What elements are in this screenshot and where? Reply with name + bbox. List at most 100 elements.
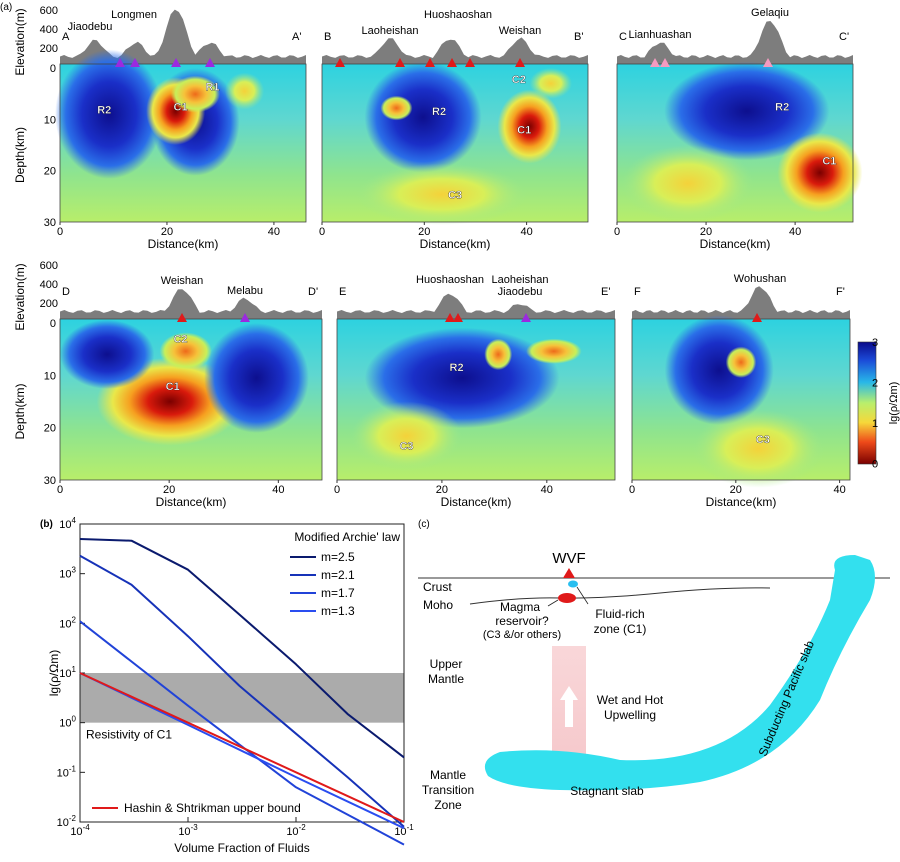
anomaly-label: R1: [205, 81, 219, 93]
x-tick-label: 0: [319, 226, 325, 238]
resistivity-anomaly: [204, 323, 309, 433]
volcano-marker: [445, 313, 455, 322]
volcano-name: Huoshaoshan: [416, 274, 484, 286]
y-tick-label: 104: [59, 516, 76, 531]
depth-tick-label: 20: [44, 166, 56, 178]
volcano-name: Laoheishan: [492, 274, 549, 286]
volcano-name: Laoheishan: [362, 25, 419, 37]
x-tick-label: 40: [833, 484, 845, 496]
profile-end-label: C': [839, 31, 849, 43]
magma-label: (C3 &/or others): [483, 629, 561, 641]
resistivity-anomaly: [224, 72, 265, 110]
volcano-marker: [650, 58, 660, 67]
depth-axis-label: Depth(km): [13, 383, 27, 439]
depth-tick-label: 20: [44, 423, 56, 435]
upwelling-arrow: [560, 686, 578, 727]
anomaly-label: C1: [822, 155, 836, 167]
anomaly-label: R2: [97, 105, 111, 117]
resistivity-anomaly: [350, 401, 463, 471]
volcano-name: Melabu: [227, 285, 263, 297]
volcano-icon: [563, 568, 575, 578]
volcano-marker: [453, 313, 463, 322]
x-tick-label: 20: [418, 226, 430, 238]
magma-label: Magma: [500, 600, 540, 614]
x-tick-label: 20: [161, 226, 173, 238]
magma-pointer: [547, 599, 559, 607]
profile-end-label: E': [601, 286, 610, 298]
colorbar-tick-label: 2: [872, 378, 878, 390]
panel-a-label: (a): [0, 2, 12, 13]
fluid-label: Fluid-rich: [595, 607, 644, 621]
resistivity-anomaly: [664, 315, 774, 426]
volcano-marker: [335, 58, 345, 67]
depth-tick-label: 0: [50, 63, 56, 75]
volcano-marker: [763, 58, 773, 67]
elevation-axis-label: Elevation(m): [13, 263, 27, 330]
anomaly-label: C2: [173, 334, 187, 346]
anomaly-label: R2: [450, 362, 464, 374]
section-F: F F' Wohushan C3 0 20 40 Distance(km): [629, 273, 851, 509]
volcano-marker: [115, 58, 125, 67]
resistivity-anomaly: [60, 319, 155, 389]
panel-b-label: (b): [40, 519, 53, 530]
section-frame: [336, 318, 616, 481]
pacific-slab: [484, 555, 875, 791]
x-tick-label: 20: [436, 484, 448, 496]
x-tick-label: 20: [163, 484, 175, 496]
upper-mantle-label: Mantle: [428, 672, 464, 686]
volcano-name: Lianhuashan: [628, 29, 691, 41]
fluid-label: zone (C1): [594, 622, 647, 636]
x-axis-label: Distance(km): [700, 237, 771, 251]
elevation-tick-label: 200: [40, 298, 58, 310]
elevation-tick-label: 600: [40, 5, 58, 17]
panel-a: AA'JiaodebuLongmenMelabuR2R1C102040Dista…: [13, 0, 863, 509]
elevation-tick-label: 400: [40, 24, 58, 36]
legend-label: m=2.1: [321, 568, 355, 582]
colorbar-label: lg(ρ/Ωm): [888, 382, 900, 425]
fluid-rich-zone: [568, 580, 578, 588]
colorbar-gradient: [857, 341, 877, 465]
x-tick-label: 0: [57, 226, 63, 238]
stagnant-slab-label: Stagnant slab: [570, 784, 644, 798]
volcano-marker: [205, 58, 215, 67]
resistivity-anomaly: [380, 95, 413, 121]
moho-label: Moho: [423, 598, 453, 612]
anomaly-label: R2: [775, 102, 789, 114]
x-axis-label: Volume Fraction of Fluids: [174, 841, 309, 855]
profile-end-label: D': [308, 286, 318, 298]
x-axis-label: Distance(km): [148, 237, 219, 251]
resistivity-anomaly: [497, 89, 562, 164]
depth-axis-label: Depth(km): [13, 127, 27, 183]
y-tick-label: 10-1: [57, 764, 77, 779]
section-C: C C' Lianhuashan Gelaqiu R2 C1 0 20 40 Distance(k…: [614, 7, 863, 251]
resistivity-anomaly: [664, 61, 830, 161]
legend-label: m=1.3: [321, 604, 355, 618]
x-tick-label: 40: [789, 226, 801, 238]
depth-tick-label: 10: [44, 114, 56, 126]
y-tick-label: 101: [59, 665, 76, 680]
resistivity-anomaly: [356, 163, 527, 226]
x-tick-label: 0: [334, 484, 340, 496]
section-frame: [631, 318, 851, 481]
volcano-name: Weishan: [499, 25, 542, 37]
anomaly-label: C3: [448, 189, 462, 201]
x-tick-label: 10-2: [286, 823, 306, 838]
x-tick-label: 40: [272, 484, 284, 496]
elevation-profile: [632, 286, 850, 319]
x-tick-label: 10-4: [70, 823, 90, 838]
volcano-marker: [447, 58, 457, 67]
resistivity-anomaly: [159, 332, 212, 371]
profile-start-label: A: [62, 31, 70, 43]
colorbar-tick-label: 3: [872, 337, 878, 349]
mtz-label: Transition: [422, 783, 474, 797]
anomaly-label: C2: [512, 74, 526, 86]
section-B: B B' Laoheishan Huoshaoshan Weishan C2 R2 C1 C3 0…: [319, 9, 589, 251]
x-tick-label: 0: [629, 484, 635, 496]
panel-c-label: (c): [418, 519, 430, 530]
volcano-marker: [425, 58, 435, 67]
profile-end-label: F': [836, 286, 845, 298]
anomaly-label: C3: [399, 440, 413, 452]
